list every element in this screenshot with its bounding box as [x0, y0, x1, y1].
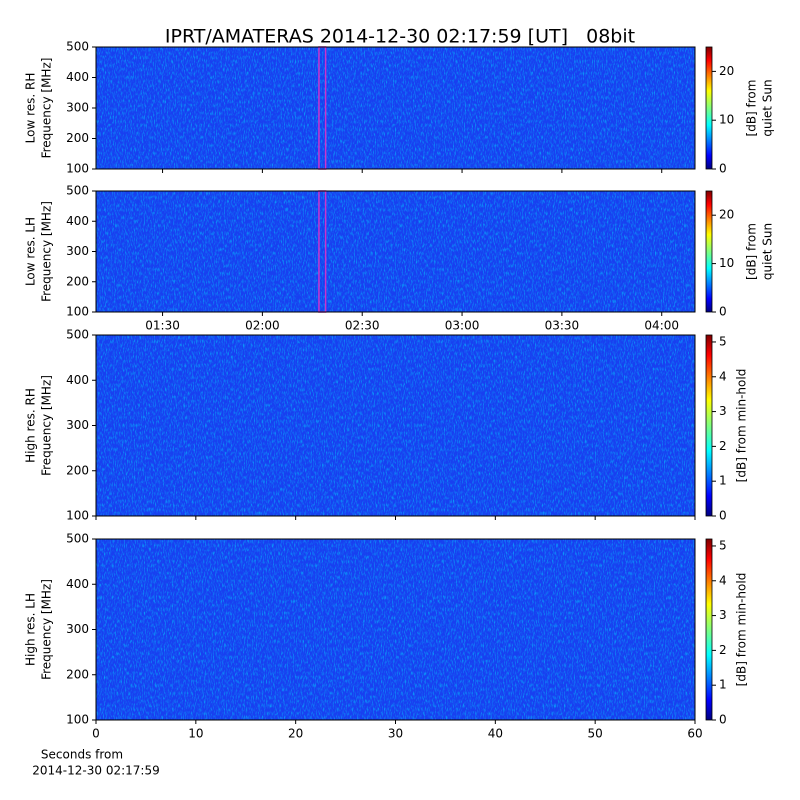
x-tick-label: 60	[687, 727, 702, 741]
colorbar-tick-label: 5	[719, 334, 727, 348]
x-tick-label: 01:30	[145, 319, 180, 333]
x-tick-label: 02:00	[245, 319, 280, 333]
colorbar-tick-label: 0	[719, 305, 727, 319]
y-tick-label: 500	[66, 40, 89, 54]
x-tick-label: 10	[188, 727, 203, 741]
colorbar-label: [dB] from min-hold	[735, 573, 749, 687]
y-tick-label: 300	[66, 622, 89, 636]
colorbar-tick-label: 0	[719, 509, 727, 523]
y-tick-label: 200	[66, 131, 89, 145]
colorbar-tick-label: 2	[719, 439, 727, 453]
y-axis-label: Frequency [MHz]	[40, 579, 54, 680]
y-tick-label: 300	[66, 101, 89, 115]
colorbar-label: [dB] from min-hold	[735, 369, 749, 483]
chart-title: IPRT/AMATERAS 2014-12-30 02:17:59 [UT] 0…	[165, 26, 635, 48]
x-tick-label: 40	[488, 727, 503, 741]
y-axis-label: Low res. RH	[24, 73, 38, 144]
colorbar	[705, 190, 713, 313]
colorbar-label: quiet Sun	[761, 79, 775, 136]
heatmap-texture	[96, 335, 695, 516]
y-axis-label: Low res. LH	[24, 217, 38, 286]
y-tick-label: 400	[66, 577, 89, 591]
y-tick-label: 500	[66, 532, 89, 546]
y-axis-label: Frequency [MHz]	[40, 201, 54, 302]
colorbar-tick-label: 2	[719, 643, 727, 657]
heatmap-texture	[96, 539, 695, 720]
colorbar-label: quiet Sun	[761, 223, 775, 280]
heatmap-texture	[96, 191, 695, 312]
colorbar-label: [dB] from	[745, 80, 759, 137]
y-tick-label: 200	[66, 463, 89, 477]
y-tick-label: 100	[66, 713, 89, 727]
y-tick-label: 100	[66, 509, 89, 523]
colorbar-tick-label: 1	[719, 678, 727, 692]
y-tick-label: 300	[66, 244, 89, 258]
y-tick-label: 200	[66, 274, 89, 288]
x-tick-label: 04:00	[644, 319, 679, 333]
colorbar	[705, 334, 713, 517]
colorbar-tick-label: 4	[719, 369, 727, 383]
colorbar-tick-label: 1	[719, 474, 727, 488]
colorbar-tick-label: 3	[719, 608, 727, 622]
x-tick-label: 03:30	[545, 319, 580, 333]
colorbar-tick-label: 0	[719, 713, 727, 727]
y-tick-label: 500	[66, 184, 89, 198]
x-axis-label: Seconds from	[41, 748, 123, 762]
y-tick-label: 300	[66, 418, 89, 432]
x-tick-label: 02:30	[345, 319, 380, 333]
colorbar-label: [dB] from	[745, 223, 759, 280]
colorbar	[705, 46, 713, 170]
y-tick-label: 400	[66, 70, 89, 84]
y-axis-label: Frequency [MHz]	[40, 58, 54, 159]
x-tick-label: 50	[588, 727, 603, 741]
y-tick-label: 400	[66, 373, 89, 387]
colorbar-tick-label: 3	[719, 404, 727, 418]
colorbar-tick-label: 10	[719, 113, 734, 127]
x-tick-label: 30	[388, 727, 403, 741]
colorbar-tick-label: 4	[719, 573, 727, 587]
y-tick-label: 100	[66, 162, 89, 176]
heatmap-texture	[96, 47, 695, 169]
colorbar-tick-label: 20	[719, 64, 734, 78]
y-axis-label: High res. LH	[24, 593, 38, 666]
x-tick-label: 03:00	[445, 319, 480, 333]
colorbar-tick-label: 10	[719, 256, 734, 270]
y-tick-label: 500	[66, 328, 89, 342]
y-tick-label: 200	[66, 667, 89, 681]
colorbar	[705, 538, 713, 721]
colorbar-tick-label: 0	[719, 162, 727, 176]
colorbar-tick-label: 5	[719, 538, 727, 552]
y-axis-label: Frequency [MHz]	[40, 375, 54, 476]
y-tick-label: 100	[66, 305, 89, 319]
colorbar-tick-label: 20	[719, 208, 734, 222]
x-tick-label: 20	[288, 727, 303, 741]
x-tick-label: 0	[92, 727, 100, 741]
y-axis-label: High res. RH	[24, 388, 38, 463]
x-axis-label: 2014-12-30 02:17:59	[32, 764, 159, 778]
y-tick-label: 400	[66, 214, 89, 228]
